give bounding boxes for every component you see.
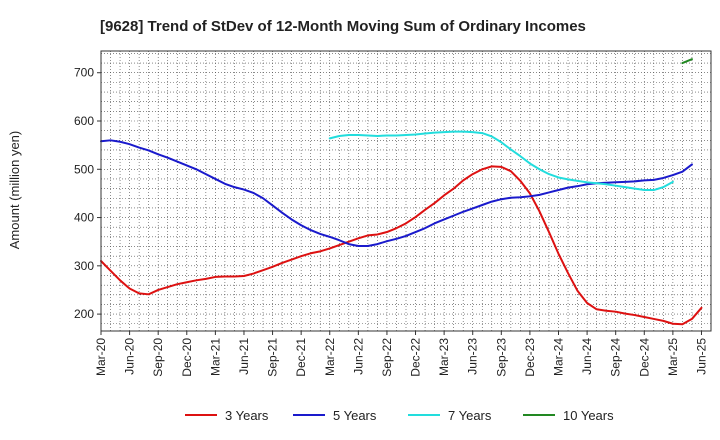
x-tick-label: Jun-24 [580,338,594,375]
x-tick-label: Sep-20 [151,338,165,377]
y-tick-labels: 200 300 400 500 600 700 [74,66,101,321]
x-tick-label: Sep-24 [609,338,623,377]
legend-label: 3 Years [225,408,269,423]
x-tick-label: Dec-24 [637,338,651,377]
legend-label: 10 Years [563,408,614,423]
plot-background [101,51,711,331]
y-axis-label: Amount (million yen) [7,131,22,250]
y-tick-label: 500 [74,162,94,176]
series-line-7-years [328,130,674,192]
x-tick-label: Jun-25 [694,338,708,375]
legend-label: 7 Years [448,408,492,423]
y-tick-label: 300 [74,259,94,273]
legend-label: 5 Years [333,408,377,423]
x-tick-label: Mar-25 [666,338,680,376]
x-tick-label: Mar-20 [94,338,108,376]
y-tick-label: 700 [74,66,94,80]
plot-frame [100,50,712,332]
x-tick-label: Mar-21 [208,338,222,376]
x-tick-label: Jun-23 [466,338,480,375]
x-tick-label: Sep-22 [380,338,394,377]
y-tick-label: 600 [74,114,94,128]
x-tick-label: Mar-24 [552,338,566,376]
x-tick-label: Dec-22 [409,338,423,377]
x-tick-label: Dec-21 [294,338,308,377]
y-tick-label: 200 [74,307,94,321]
chart-title: [9628] Trend of StDev of 12-Month Moving… [100,18,586,35]
series-line-3-years [100,165,703,326]
x-tick-label: Jun-22 [351,338,365,375]
x-tick-label: Sep-23 [494,338,508,377]
y-tick-label: 400 [74,211,94,225]
plot-area [101,51,711,331]
x-tick-label: Jun-20 [123,338,137,375]
axes [100,50,712,332]
x-tick-label: Jun-21 [237,338,251,375]
x-tick-label: Mar-23 [437,338,451,376]
series-lines [100,58,703,326]
x-tick-label: Mar-22 [323,338,337,376]
legend: 3 Years 5 Years 7 Years 10 Years [185,408,614,423]
x-tick-label: Dec-23 [523,338,537,377]
series-line-10-years [681,58,693,65]
x-tick-label: Sep-21 [266,338,280,377]
x-tick-labels: Mar-20 Jun-20 Sep-20 Dec-20 Mar-21 Jun-21 Sep-… [94,331,708,377]
x-tick-label: Dec-20 [180,338,194,377]
